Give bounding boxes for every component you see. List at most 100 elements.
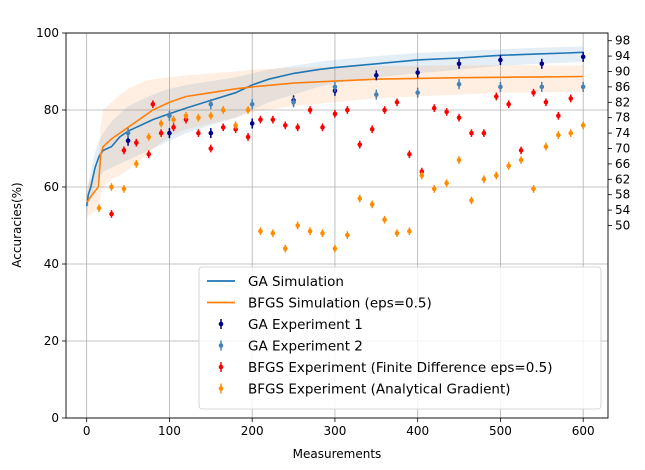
data-point <box>146 133 152 141</box>
data-point <box>506 100 512 109</box>
point-marker <box>125 138 131 144</box>
y-tick-label: 40 <box>44 257 59 271</box>
point-marker <box>456 81 462 87</box>
point-marker <box>158 130 164 136</box>
data-point <box>531 185 536 193</box>
legend-entry: GA Experiment 2 <box>218 339 363 355</box>
data-point <box>415 87 420 98</box>
point-marker <box>125 130 131 136</box>
point-marker <box>220 107 226 113</box>
point-marker <box>307 228 313 234</box>
data-point <box>531 88 536 97</box>
data-point <box>543 142 549 151</box>
point-marker <box>357 142 363 147</box>
point-marker <box>320 230 325 236</box>
data-point <box>469 129 474 137</box>
point-marker <box>394 100 400 105</box>
point-marker <box>332 246 338 251</box>
point-marker <box>167 130 172 136</box>
y-tick-label: 0 <box>51 411 59 425</box>
data-point <box>481 175 487 184</box>
data-point <box>580 51 586 62</box>
y-axis-label: Accuracies(%) <box>10 182 24 267</box>
point-marker <box>556 132 561 138</box>
y-tick-label: 20 <box>44 334 59 348</box>
legend-label: BFGS Experiment (Finite Difference eps=0… <box>248 360 552 376</box>
point-marker <box>394 230 400 236</box>
data-point <box>568 129 574 137</box>
data-point <box>249 118 255 129</box>
right-axis-tick-label: 70 <box>615 142 630 156</box>
data-point <box>233 121 238 130</box>
point-marker <box>481 177 487 182</box>
point-marker <box>196 115 201 120</box>
point-marker <box>258 228 263 234</box>
data-point <box>369 125 375 134</box>
legend-entry: BFGS Simulation (eps=0.5) <box>207 296 432 312</box>
point-marker <box>407 228 412 234</box>
data-point <box>167 110 172 121</box>
point-marker <box>431 186 437 192</box>
point-marker <box>456 115 462 120</box>
point-marker <box>249 101 255 107</box>
point-marker <box>374 92 379 97</box>
data-point <box>539 81 545 92</box>
data-point <box>245 106 251 114</box>
point-marker <box>469 130 474 136</box>
data-point <box>332 244 338 253</box>
data-point <box>543 98 549 107</box>
point-marker <box>456 61 462 67</box>
point-marker <box>493 173 499 178</box>
data-point <box>196 113 201 122</box>
data-point <box>249 99 255 110</box>
x-tick-label: 200 <box>241 424 264 438</box>
data-point <box>245 133 251 141</box>
legend-marker-swatch <box>218 386 224 391</box>
data-point <box>345 231 350 239</box>
point-marker <box>374 73 379 78</box>
data-point <box>270 115 276 124</box>
point-marker <box>245 107 251 113</box>
data-point <box>374 89 379 100</box>
data-point <box>498 54 503 65</box>
point-marker <box>444 180 449 186</box>
data-point <box>134 160 139 168</box>
y-tick-label: 60 <box>44 180 59 194</box>
point-marker <box>481 130 487 136</box>
data-point <box>444 179 449 187</box>
data-point <box>208 111 214 120</box>
right-axis-tick-label: 50 <box>615 219 630 233</box>
point-marker <box>320 125 325 130</box>
point-marker <box>518 157 524 163</box>
simulation-lines <box>85 51 584 207</box>
x-tick-label: 500 <box>489 424 512 438</box>
legend-entry: BFGS Experiment (Finite Difference eps=0… <box>218 360 552 376</box>
point-marker <box>407 151 412 157</box>
data-point <box>150 100 156 109</box>
point-marker <box>345 107 350 113</box>
experiment-points <box>96 51 586 253</box>
point-marker <box>345 232 350 238</box>
point-marker <box>456 157 462 163</box>
data-point <box>332 81 338 92</box>
x-tick-label: 100 <box>158 424 181 438</box>
data-point <box>134 138 139 147</box>
data-point <box>208 144 214 153</box>
point-marker <box>196 130 201 136</box>
point-marker <box>171 125 176 130</box>
point-marker <box>543 100 549 105</box>
data-point <box>121 185 127 193</box>
point-marker <box>580 123 586 128</box>
point-marker <box>167 113 172 119</box>
data-point <box>196 129 201 137</box>
data-point <box>96 204 102 213</box>
data-point <box>125 128 131 139</box>
data-point <box>121 146 127 155</box>
point-marker <box>498 84 503 90</box>
data-point <box>456 113 462 122</box>
data-point <box>419 171 425 180</box>
right-axis-tick-label: 90 <box>615 65 630 79</box>
point-marker <box>493 94 499 99</box>
point-marker <box>295 223 300 228</box>
